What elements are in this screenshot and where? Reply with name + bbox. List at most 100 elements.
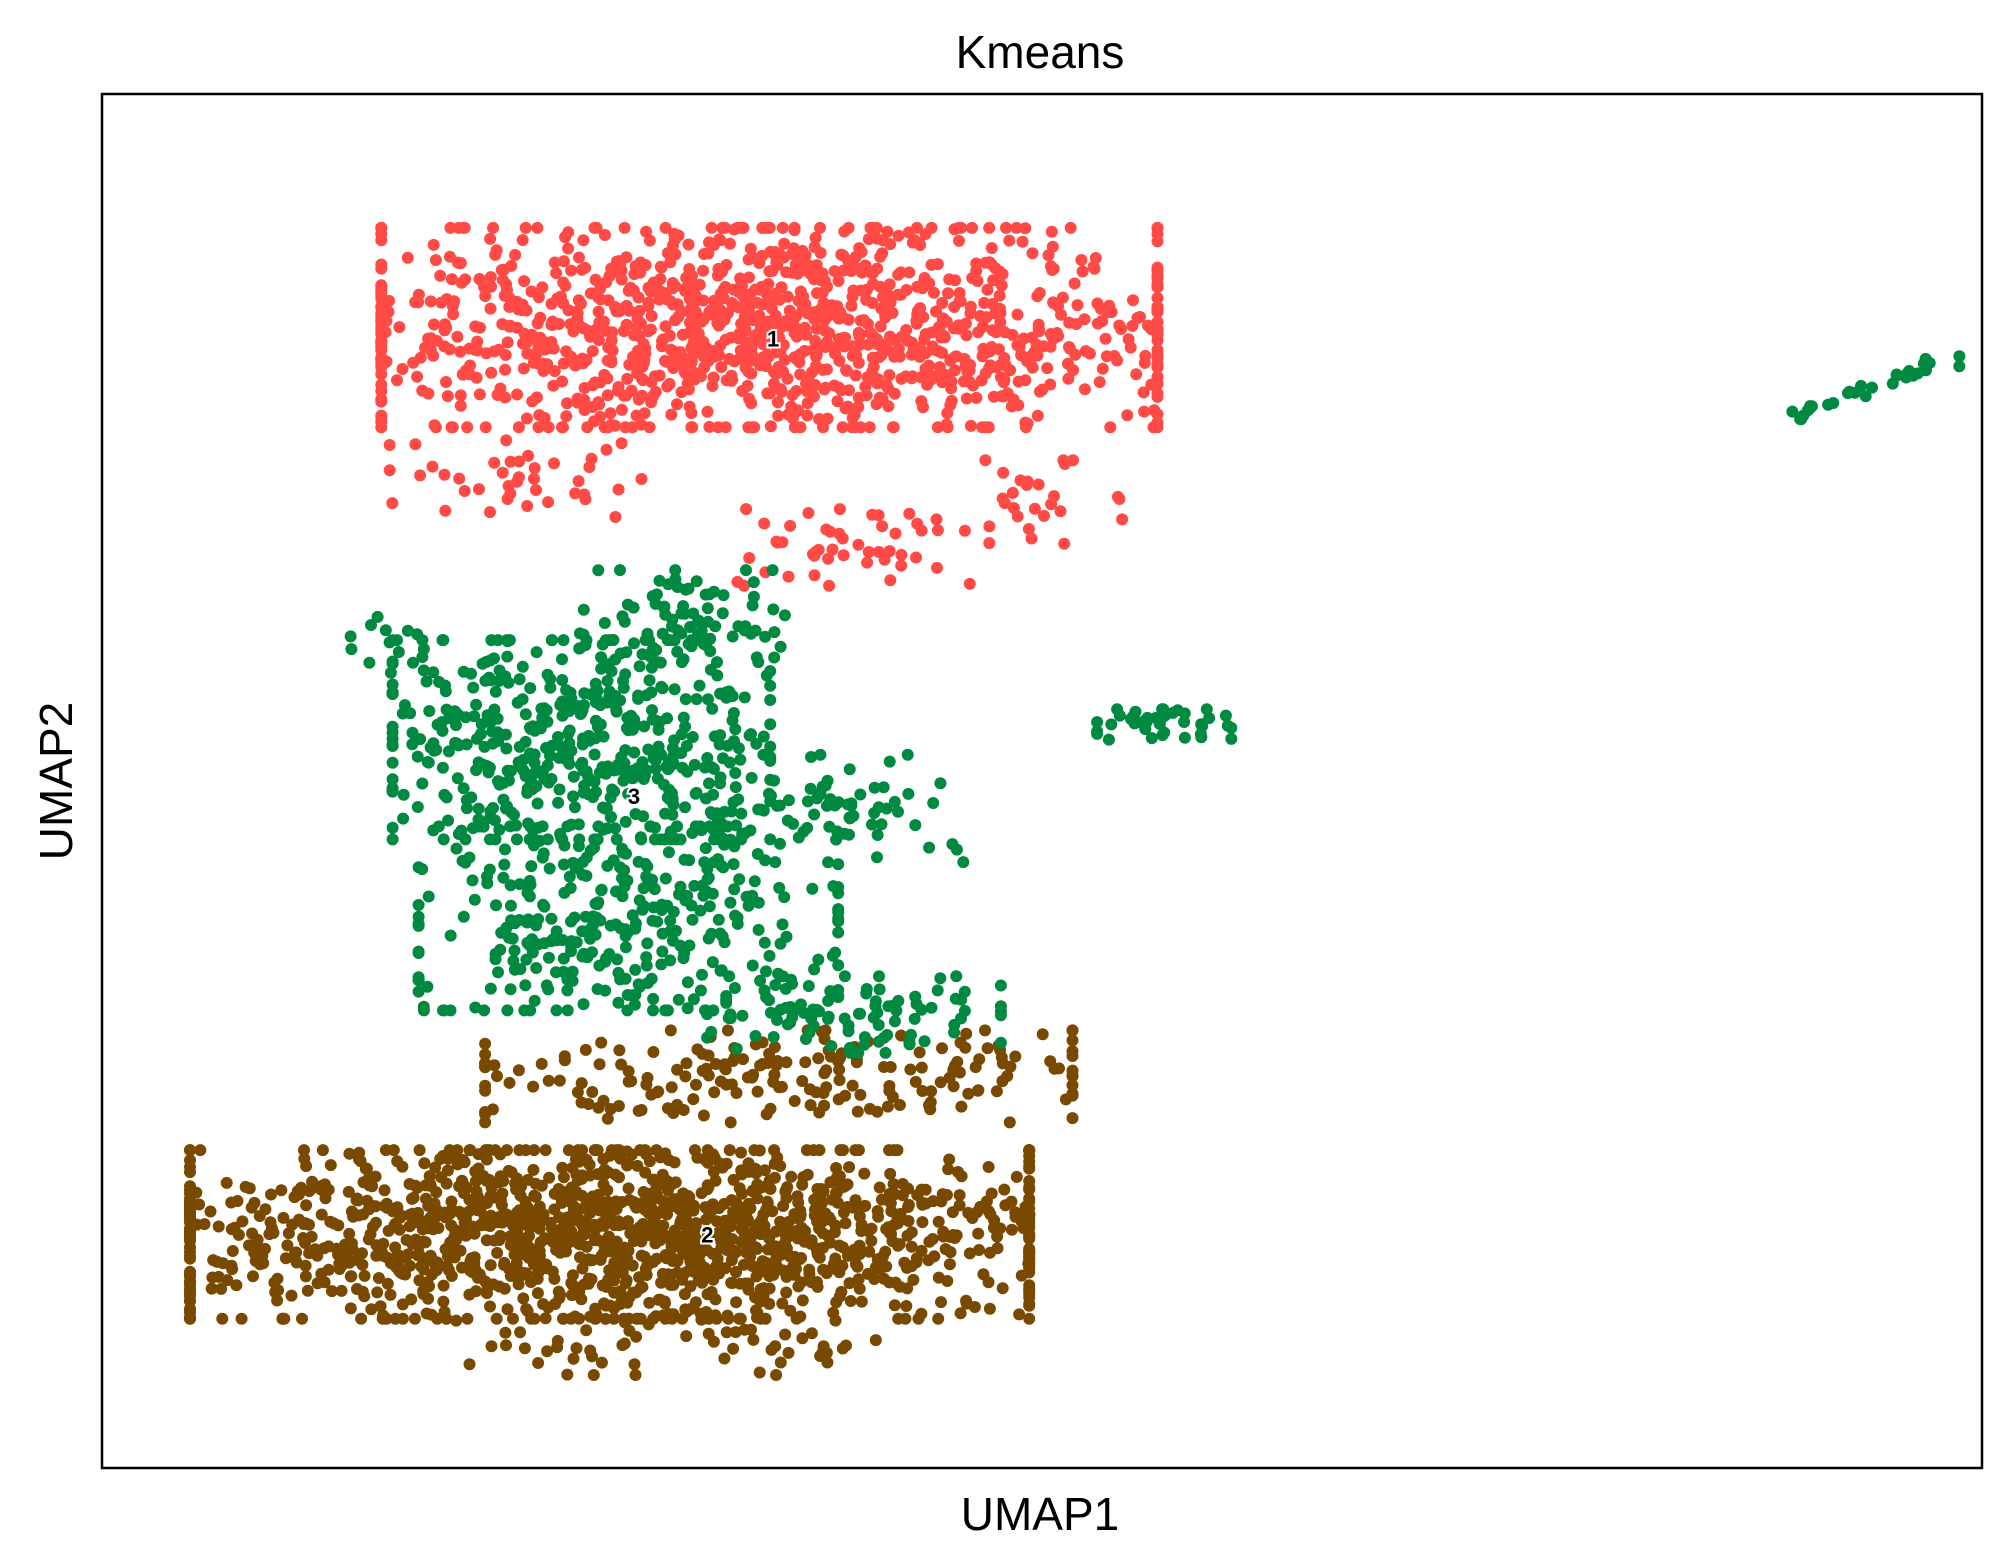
scatter-point [836, 421, 849, 434]
scatter-point [457, 782, 470, 795]
scatter-point [517, 1292, 530, 1305]
scatter-point [707, 371, 720, 384]
scatter-point [703, 420, 716, 433]
scatter-point [663, 756, 676, 768]
scatter-point [1859, 390, 1872, 403]
scatter-point [557, 255, 570, 268]
scatter-point [710, 1312, 723, 1325]
scatter-point [997, 376, 1010, 389]
scatter-point [513, 1242, 526, 1255]
scatter-point [243, 1182, 256, 1195]
scatter-point [298, 1144, 310, 1157]
scatter-point [759, 324, 772, 337]
scatter-point [598, 1163, 611, 1176]
scatter-point [619, 930, 632, 943]
scatter-point [216, 1312, 229, 1325]
scatter-point [820, 1346, 833, 1359]
scatter-point [809, 231, 822, 244]
scatter-point [1147, 421, 1160, 434]
scatter-point [832, 332, 845, 345]
scatter-point [617, 674, 629, 687]
scatter-point [639, 1166, 652, 1179]
scatter-point [644, 285, 657, 298]
scatter-point [655, 898, 668, 911]
scatter-point [264, 1216, 277, 1229]
scatter-point [1843, 385, 1856, 398]
scatter-point [768, 1068, 781, 1081]
scatter-point [677, 711, 690, 724]
scatter-point [824, 525, 837, 538]
scatter-point [374, 1300, 387, 1313]
scatter-point [1003, 1116, 1016, 1129]
scatter-point [427, 666, 440, 679]
scatter-point [440, 703, 453, 716]
scatter-point [633, 660, 646, 673]
scatter-point [481, 877, 494, 890]
scatter-point [873, 983, 886, 996]
scatter-point [586, 401, 599, 413]
scatter-point [491, 1246, 504, 1259]
scatter-point [919, 328, 932, 341]
scatter-point [805, 381, 818, 394]
scatter-point [807, 1144, 820, 1157]
scatter-point [730, 1296, 743, 1309]
scatter-point [925, 1001, 938, 1014]
scatter-point [429, 254, 442, 267]
scatter-point [563, 737, 576, 750]
scatter-point [601, 1112, 614, 1125]
scatter-point [774, 1003, 787, 1016]
scatter-point [814, 748, 827, 761]
scatter-point [749, 1038, 762, 1051]
scatter-point [490, 899, 502, 912]
scatter-point [766, 264, 779, 277]
chart-title: Kmeans [956, 26, 1125, 78]
scatter-point [909, 819, 922, 832]
scatter-point [958, 524, 971, 537]
scatter-point [194, 1144, 207, 1157]
scatter-point [688, 758, 701, 771]
scatter-point [641, 872, 654, 885]
scatter-point [619, 941, 632, 954]
scatter-point [316, 1179, 328, 1192]
scatter-point [550, 1243, 563, 1256]
scatter-point [749, 1162, 762, 1175]
scatter-point [671, 645, 684, 658]
scatter-point [639, 1144, 652, 1157]
scatter-point [723, 352, 736, 365]
scatter-point [646, 713, 659, 726]
scatter-point [1046, 240, 1059, 253]
cluster-1-points [375, 221, 1164, 592]
scatter-point [902, 787, 915, 800]
scatter-point [833, 503, 846, 516]
scatter-point [632, 855, 645, 868]
scatter-point [558, 1050, 571, 1063]
scatter-point [561, 752, 574, 764]
scatter-point [959, 359, 972, 372]
scatter-point [762, 278, 775, 290]
scatter-point [582, 788, 595, 801]
scatter-point [996, 492, 1009, 505]
scatter-point [748, 252, 761, 265]
scatter-point [472, 802, 485, 815]
scatter-point [439, 504, 452, 517]
scatter-point [729, 767, 742, 779]
scatter-point [667, 298, 679, 311]
scatter-point [557, 952, 570, 965]
scatter-point [1047, 262, 1060, 275]
scatter-point [775, 385, 788, 398]
scatter-point [525, 860, 538, 873]
scatter-point [728, 982, 741, 994]
scatter-point [457, 665, 470, 678]
scatter-point [1023, 1312, 1036, 1325]
scatter-point [508, 963, 521, 976]
scatter-point [560, 1245, 572, 1258]
scatter-point [947, 1080, 960, 1093]
scatter-point [976, 421, 989, 434]
scatter-point [703, 900, 716, 913]
scatter-point [943, 1258, 956, 1271]
scatter-point [436, 724, 449, 737]
scatter-point [396, 363, 409, 375]
scatter-point [664, 954, 677, 967]
scatter-point [452, 708, 465, 721]
scatter-point [484, 833, 496, 846]
